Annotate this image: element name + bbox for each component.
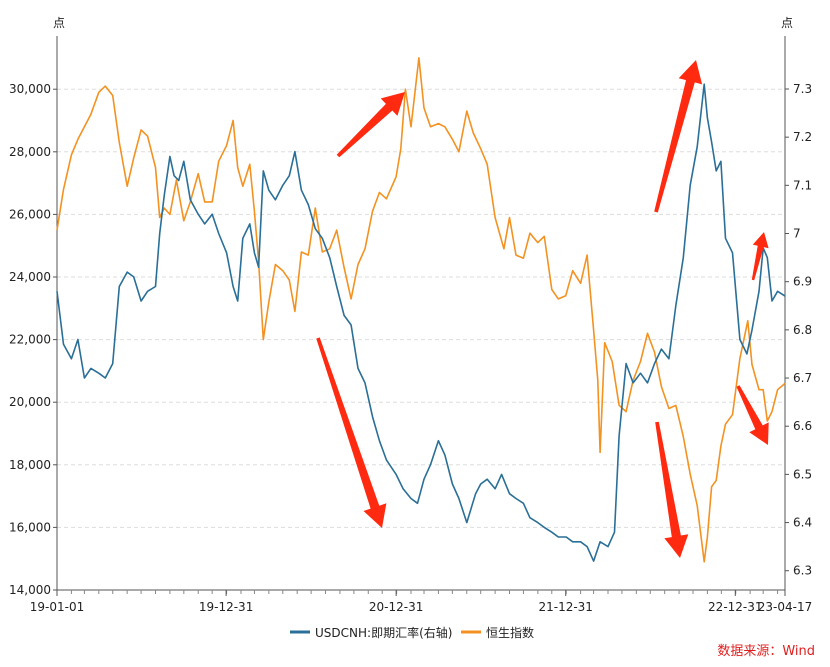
- axes: 点 点: [53, 16, 793, 591]
- left-y-axis-unit: 点: [53, 16, 65, 30]
- series: [56, 57, 786, 563]
- annotation-arrow-down: [655, 421, 689, 558]
- right-y-tick-label: 6.9: [793, 275, 812, 289]
- right-y-tick-label: 7.2: [793, 130, 812, 144]
- x-tick-label: 19-01-01: [30, 600, 84, 614]
- source-note: 数据来源：Wind: [717, 644, 815, 659]
- right-y-axis-unit: 点: [781, 16, 793, 30]
- annotation-arrow-up: [751, 232, 769, 281]
- right-y-tick-label: 7.3: [793, 82, 812, 96]
- x-tick-label: 23-04-17: [758, 600, 812, 614]
- x-tick-label: 20-12-31: [369, 600, 423, 614]
- x-tick-label: 19-12-31: [199, 600, 253, 614]
- annotations: [316, 60, 769, 558]
- annotation-arrow-down: [316, 337, 387, 528]
- left-y-tick-label: 14,000: [9, 583, 51, 597]
- grid: [57, 88, 785, 591]
- right-y-ticks: 6.3 6.4 6.5 6.6 6.7 6.8 6.9 7 7.1 7.2 7.3: [785, 82, 812, 578]
- legend: USDCNH:即期汇率(右轴) 恒生指数: [290, 625, 534, 640]
- legend-label-usdcnh: USDCNH:即期汇率(右轴): [315, 625, 452, 640]
- annotation-arrow-up: [336, 92, 405, 158]
- right-y-tick-label: 7: [793, 227, 801, 241]
- right-y-tick-label: 6.5: [793, 467, 812, 481]
- right-y-tick-label: 6.3: [793, 564, 812, 578]
- left-y-tick-label: 22,000: [9, 333, 51, 347]
- left-y-ticks: 14,000 16,000 18,000 20,000 22,000 24,000 26,0…: [9, 82, 57, 597]
- left-y-tick-label: 20,000: [9, 395, 51, 409]
- legend-label-hsi: 恒生指数: [486, 625, 534, 640]
- right-y-tick-label: 6.6: [793, 419, 812, 433]
- series-line-hsi: [56, 57, 786, 563]
- x-tick-label: 21-12-31: [538, 600, 592, 614]
- x-tick-label: 22-12-31: [708, 600, 762, 614]
- right-y-tick-label: 6.8: [793, 323, 812, 337]
- left-y-tick-label: 26,000: [9, 207, 51, 221]
- x-ticks: 19-01-01 19-12-31 20-12-31 21-12-31 22-12-31…: [30, 590, 812, 614]
- annotation-arrow-up: [654, 60, 703, 213]
- series-line-usdcnh: [56, 83, 786, 562]
- left-y-tick-label: 16,000: [9, 520, 51, 534]
- right-y-tick-label: 7.1: [793, 178, 812, 192]
- right-y-tick-label: 6.4: [793, 516, 812, 530]
- annotation-arrow-down: [736, 385, 769, 445]
- left-y-tick-label: 18,000: [9, 458, 51, 472]
- right-y-tick-label: 6.7: [793, 371, 812, 385]
- left-y-tick-label: 28,000: [9, 145, 51, 159]
- left-y-tick-label: 30,000: [9, 82, 51, 96]
- left-y-tick-label: 24,000: [9, 270, 51, 284]
